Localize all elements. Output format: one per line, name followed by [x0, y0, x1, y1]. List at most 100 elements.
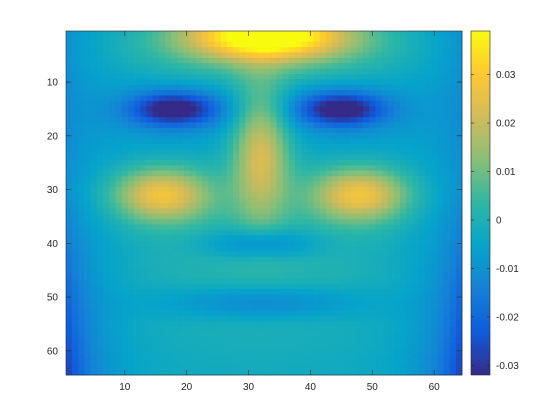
heatmap-cell — [356, 262, 364, 268]
heatmap-cell — [356, 111, 364, 118]
heatmap-cell — [437, 57, 444, 64]
heatmap-cell — [455, 31, 463, 37]
heatmap-cell — [208, 41, 215, 48]
heatmap-cell — [424, 165, 432, 172]
heatmap-cell — [115, 369, 123, 376]
heatmap-cell — [400, 84, 407, 91]
heatmap-cell — [455, 165, 463, 172]
heatmap-cell — [455, 203, 463, 209]
heatmap-cell — [115, 36, 123, 43]
heatmap-cell — [134, 149, 141, 155]
heatmap-cell — [431, 52, 438, 59]
heatmap-cell — [332, 256, 339, 263]
heatmap-cell — [319, 197, 327, 204]
heatmap-cell — [171, 224, 178, 231]
heatmap-cell — [294, 326, 302, 333]
colorbar-tick-label: 0.03 — [496, 70, 516, 81]
heatmap-cell — [103, 197, 110, 204]
heatmap-cell — [177, 181, 184, 188]
heatmap-cell — [369, 337, 376, 344]
heatmap-cell — [264, 95, 271, 102]
heatmap-cell — [381, 364, 389, 370]
heatmap-cell — [127, 160, 135, 166]
heatmap-cell — [152, 348, 160, 354]
heatmap-cell — [270, 246, 277, 252]
heatmap-cell — [288, 332, 296, 338]
heatmap-cell — [233, 36, 240, 43]
heatmap-cell — [332, 219, 339, 225]
heatmap-cell — [443, 117, 450, 123]
heatmap-cell — [449, 165, 457, 172]
heatmap-cell — [140, 149, 147, 155]
heatmap-cell — [140, 369, 147, 376]
heatmap-cell — [66, 364, 73, 370]
heatmap-cell — [282, 332, 290, 338]
x-tick-label: 20 — [181, 382, 193, 393]
heatmap-cell — [103, 358, 110, 365]
heatmap-cell — [257, 52, 265, 59]
heatmap-cell — [140, 272, 147, 279]
heatmap-cell — [455, 364, 463, 370]
heatmap-cell — [332, 31, 339, 37]
heatmap-cell — [115, 95, 123, 102]
heatmap-cell — [363, 197, 370, 204]
heatmap-cell — [356, 36, 364, 43]
heatmap-cell — [375, 289, 382, 295]
heatmap-cell — [393, 283, 401, 290]
heatmap-cell — [257, 251, 265, 258]
heatmap-cell — [393, 299, 401, 306]
heatmap-cell — [400, 133, 407, 139]
heatmap-cell — [381, 90, 389, 96]
heatmap-cell — [146, 63, 153, 69]
heatmap-cell — [431, 95, 438, 102]
heatmap-cell — [103, 219, 110, 225]
heatmap-cell — [350, 229, 358, 236]
heatmap-cell — [127, 41, 135, 48]
heatmap-cell — [319, 337, 327, 344]
heatmap-cell — [338, 235, 345, 241]
heatmap-cell — [431, 353, 438, 360]
heatmap-cell — [72, 68, 79, 75]
heatmap-cell — [319, 47, 327, 53]
heatmap-cell — [443, 267, 450, 274]
heatmap-cell — [72, 208, 79, 215]
heatmap-cell — [307, 315, 314, 322]
heatmap-cell — [332, 299, 339, 306]
heatmap-cell — [103, 122, 110, 129]
heatmap-cell — [424, 267, 432, 274]
heatmap-cell — [270, 208, 277, 215]
heatmap-cell — [220, 181, 228, 188]
heatmap-cell — [418, 348, 426, 354]
heatmap-cell — [443, 348, 450, 354]
heatmap-cell — [189, 305, 197, 311]
heatmap-cell — [127, 181, 135, 188]
heatmap-cell — [152, 192, 160, 198]
heatmap-cell — [455, 326, 463, 333]
heatmap-cell — [375, 170, 382, 177]
heatmap-cell — [270, 79, 277, 86]
heatmap-cell — [183, 246, 191, 252]
heatmap-cell — [276, 262, 283, 268]
heatmap-cell — [338, 213, 345, 220]
heatmap-cell — [307, 267, 314, 274]
heatmap-cell — [406, 165, 413, 172]
heatmap-cell — [72, 321, 79, 327]
heatmap-cell — [313, 289, 321, 295]
heatmap-cell — [183, 106, 191, 112]
heatmap-cell — [418, 117, 426, 123]
heatmap-cell — [393, 176, 401, 182]
heatmap-cell — [437, 31, 444, 37]
heatmap-cell — [350, 299, 358, 306]
heatmap-cell — [195, 149, 203, 155]
heatmap-cell — [202, 246, 209, 252]
heatmap-cell — [239, 127, 246, 134]
heatmap-cell — [121, 165, 129, 172]
heatmap-cell — [400, 117, 407, 123]
heatmap-cell — [424, 294, 432, 301]
heatmap-cell — [121, 321, 129, 327]
heatmap-cell — [375, 208, 382, 215]
heatmap-cell — [103, 160, 110, 166]
heatmap-cell — [127, 63, 135, 69]
heatmap-cell — [171, 208, 178, 215]
heatmap-cell — [134, 332, 141, 338]
